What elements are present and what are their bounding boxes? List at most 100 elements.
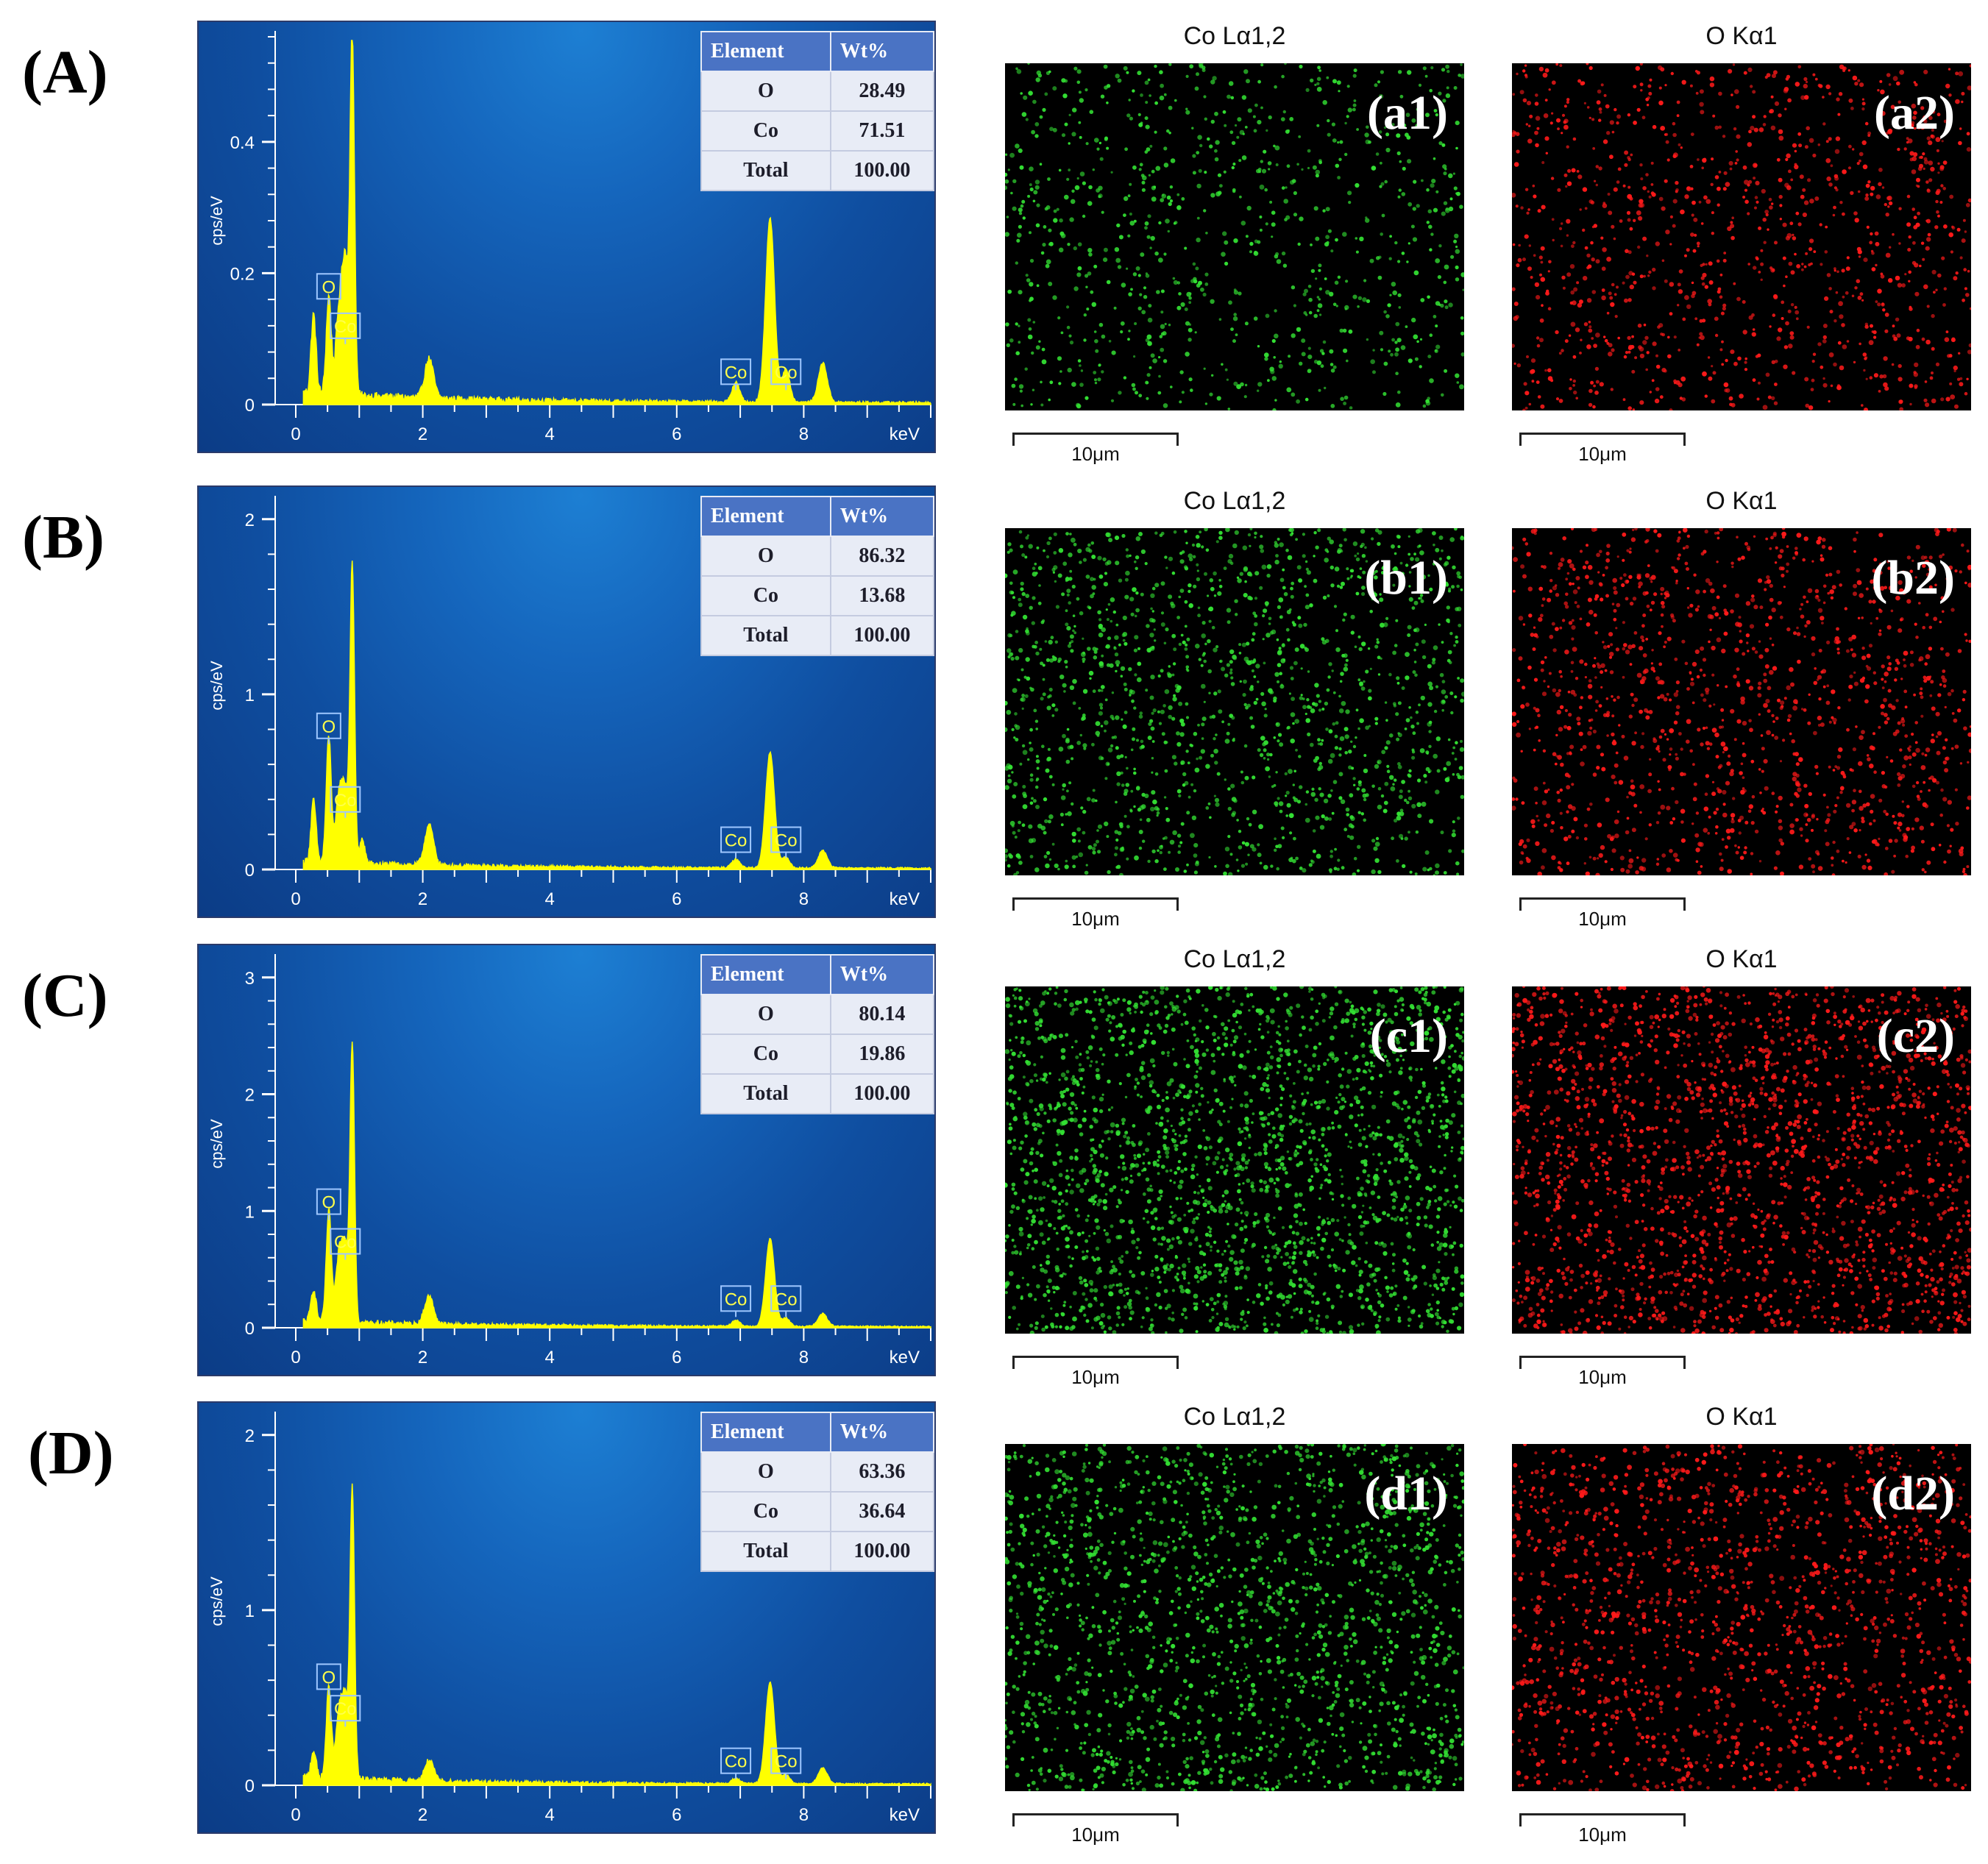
map-title: O Kα1: [1705, 487, 1778, 515]
elemental-map-co: (c1): [1005, 986, 1464, 1334]
table-row: Total 100.00: [700, 1531, 934, 1572]
map-dots: [1512, 528, 1971, 875]
table-row: O 86.32: [700, 536, 934, 577]
table-cell-wt: 100.00: [829, 1073, 934, 1114]
table-header-wt: Wt%: [829, 496, 934, 537]
peak-label: O: [316, 1663, 341, 1696]
x-tick-label: 6: [672, 424, 681, 444]
peak-label: O: [316, 1188, 341, 1220]
table-row: O 63.36: [700, 1451, 934, 1493]
elemental-map-o: (d2): [1512, 1444, 1971, 1791]
y-tick-label: 3: [245, 969, 255, 989]
peak-label: Co: [330, 786, 361, 818]
map-dots: [1005, 63, 1464, 410]
scale-bar: [1519, 897, 1686, 911]
row-label: (B): [22, 503, 104, 572]
x-tick-label: 6: [672, 1805, 681, 1825]
map-label: (a1): [1367, 86, 1448, 140]
map-dots: [1512, 986, 1971, 1334]
y-axis-label: cps/eV: [207, 1119, 226, 1169]
table-cell-element: Total: [700, 1531, 831, 1572]
peak-label: Co: [720, 826, 752, 858]
peak-label-text: Co: [775, 363, 798, 383]
peak-label-text: O: [322, 1193, 336, 1213]
scale-bar: [1012, 1356, 1179, 1369]
table-row: Co 71.51: [700, 110, 934, 152]
table-header-row: Element Wt%: [700, 496, 934, 537]
table-row: O 80.14: [700, 994, 934, 1035]
y-tick-label: 0: [245, 861, 255, 881]
scale-bar: [1012, 1813, 1179, 1826]
scale-bar: [1519, 1813, 1686, 1826]
x-tick-label: 6: [672, 889, 681, 909]
peak-label-text: Co: [775, 831, 798, 851]
table-cell-wt: 36.64: [829, 1491, 934, 1532]
peak-label: Co: [330, 1228, 361, 1260]
elemental-map-co: (b1): [1005, 528, 1464, 875]
spectrum-trace: [302, 1041, 931, 1329]
row-label: (D): [28, 1419, 114, 1487]
peak-label: Co: [330, 312, 361, 344]
x-tick-label: 2: [418, 1348, 427, 1367]
map-label: (a2): [1874, 86, 1955, 140]
peak-label-text: Co: [334, 1233, 357, 1253]
scale-bar-label: 10μm: [1071, 908, 1120, 930]
table-cell-element: Co: [700, 575, 831, 616]
table-header-element: Element: [700, 1412, 831, 1453]
table-header-row: Element Wt%: [700, 954, 934, 995]
peak-label-text: Co: [725, 363, 748, 383]
y-axis-label: cps/eV: [207, 1576, 226, 1626]
table-cell-element: O: [700, 71, 831, 112]
peak-label-text: Co: [775, 1752, 798, 1772]
peak-label-text: Co: [725, 831, 748, 851]
map-label: (d1): [1364, 1467, 1448, 1520]
y-tick-label: 0.4: [230, 133, 255, 153]
table-row: Total 100.00: [700, 1073, 934, 1114]
peak-label-text: O: [322, 1668, 336, 1687]
scale-bar-label: 10μm: [1071, 443, 1120, 465]
scale-bar: [1012, 897, 1179, 911]
x-axis-unit: keV: [890, 424, 920, 444]
scale-bar: [1012, 433, 1179, 446]
table-cell-element: O: [700, 536, 831, 577]
peak-label: Co: [770, 1747, 802, 1779]
x-tick-label: 0: [291, 1805, 300, 1825]
y-tick-label: 0: [245, 396, 255, 416]
table-header-element: Element: [700, 31, 831, 72]
x-tick-label: 2: [418, 424, 427, 444]
y-tick-label: 2: [245, 511, 255, 530]
elemental-map-o: (b2): [1512, 528, 1971, 875]
eds-spectrum-panel: 0 1 2 3 0 2 4 6 8 keV cps/eV O Co Co Co Element Wt% O 80.1…: [197, 944, 936, 1376]
x-tick-label: 2: [418, 889, 427, 909]
map-title: Co Lα1,2: [1183, 487, 1286, 515]
elemental-map-co: (a1): [1005, 63, 1464, 410]
x-tick-label: 6: [672, 1348, 681, 1367]
map-dots: [1512, 63, 1971, 410]
x-tick-label: 0: [291, 1348, 300, 1367]
peak-label-text: Co: [725, 1289, 748, 1309]
table-header-wt: Wt%: [829, 954, 934, 995]
y-tick-label: 2: [245, 1426, 255, 1446]
elemental-map-o: (c2): [1512, 986, 1971, 1334]
y-tick-label: 0: [245, 1319, 255, 1339]
table-cell-wt: 86.32: [829, 536, 934, 577]
x-tick-label: 0: [291, 889, 300, 909]
y-tick-label: 2: [245, 1086, 255, 1106]
row-label: (C): [22, 961, 108, 1030]
x-tick-label: 4: [545, 1805, 555, 1825]
table-header-row: Element Wt%: [700, 1412, 934, 1453]
table-cell-element: O: [700, 994, 831, 1035]
map-title: O Kα1: [1705, 945, 1778, 973]
x-tick-label: 8: [799, 1805, 809, 1825]
row-label: (A): [22, 38, 108, 107]
map-title: Co Lα1,2: [1183, 22, 1286, 50]
table-cell-element: Total: [700, 150, 831, 191]
x-tick-label: 2: [418, 1805, 427, 1825]
x-tick-label: 4: [545, 889, 555, 909]
composition-table: Element Wt% O 80.14 Co 19.86 Total 100.00: [700, 954, 934, 1114]
table-cell-wt: 100.00: [829, 615, 934, 656]
spectrum-trace: [302, 1483, 931, 1786]
